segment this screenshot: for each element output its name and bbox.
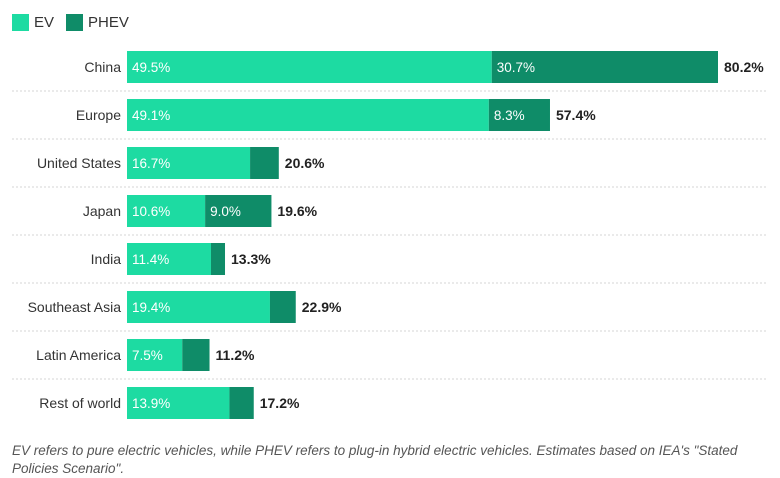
- data-label-ev: 49.5%: [132, 60, 170, 75]
- bar-segment-ev: [127, 147, 251, 179]
- legend-label-phev: PHEV: [88, 13, 129, 31]
- data-label-ev: 13.9%: [132, 396, 170, 411]
- total-label: 57.4%: [556, 107, 596, 123]
- chart-footnote: EV refers to pure electric vehicles, whi…: [12, 443, 738, 476]
- bar-segment-phev: [269, 291, 296, 323]
- total-label: 13.3%: [231, 251, 271, 267]
- legend-swatch-ev: [12, 13, 29, 31]
- total-label: 17.2%: [260, 395, 300, 411]
- category-label: Rest of world: [39, 395, 121, 411]
- bar-segment-ev: [127, 51, 492, 83]
- bar-segment-phev: [488, 99, 550, 131]
- legend-label-ev: EV: [34, 13, 55, 31]
- data-label-ev: 11.4%: [132, 252, 169, 267]
- bar-segment-phev: [229, 387, 254, 419]
- bar-segment-ev: [127, 99, 489, 131]
- category-label: Europe: [76, 107, 121, 123]
- bar-segment-ev: [127, 243, 212, 275]
- data-label-phev: 8.3%: [494, 108, 525, 123]
- category-label: India: [91, 251, 122, 267]
- data-label-ev: 7.5%: [132, 348, 163, 363]
- data-label-phev: 9.0%: [210, 204, 241, 219]
- bar-segment-phev: [491, 51, 718, 83]
- category-label: Southeast Asia: [28, 299, 122, 315]
- bar-segment-ev: [127, 195, 206, 227]
- category-label: China: [84, 59, 121, 75]
- bar-segment-ev: [127, 387, 230, 419]
- bar-segment-phev: [182, 339, 210, 371]
- data-label-ev: 10.6%: [132, 204, 170, 219]
- total-label: 11.2%: [216, 347, 255, 363]
- bar-segment-phev: [250, 147, 279, 179]
- bar-segment-phev: [211, 243, 226, 275]
- total-label: 22.9%: [302, 299, 342, 315]
- bar-segment-phev: [205, 195, 272, 227]
- total-label: 20.6%: [285, 155, 325, 171]
- legend-swatch-phev: [66, 13, 84, 31]
- bar-segment-ev: [127, 339, 183, 371]
- legend-item-phev: PHEV: [66, 13, 129, 31]
- category-label: Latin America: [36, 347, 121, 363]
- data-label-ev: 49.1%: [132, 108, 170, 123]
- data-label-ev: 19.4%: [132, 300, 170, 315]
- data-label-ev: 16.7%: [132, 156, 170, 171]
- total-label: 19.6%: [277, 203, 317, 219]
- data-label-phev: 30.7%: [497, 60, 535, 75]
- category-label: United States: [37, 155, 121, 171]
- stacked-bar-chart: China 49.5% 30.7% 80.2% Europe 49.1% 8.3% 57.4%…: [12, 51, 768, 419]
- bar-segment-ev: [127, 291, 270, 323]
- category-label: Japan: [83, 203, 121, 219]
- total-label: 80.2%: [724, 59, 764, 75]
- chart-legend: EV PHEV: [12, 11, 141, 33]
- legend-item-ev: EV: [12, 13, 55, 31]
